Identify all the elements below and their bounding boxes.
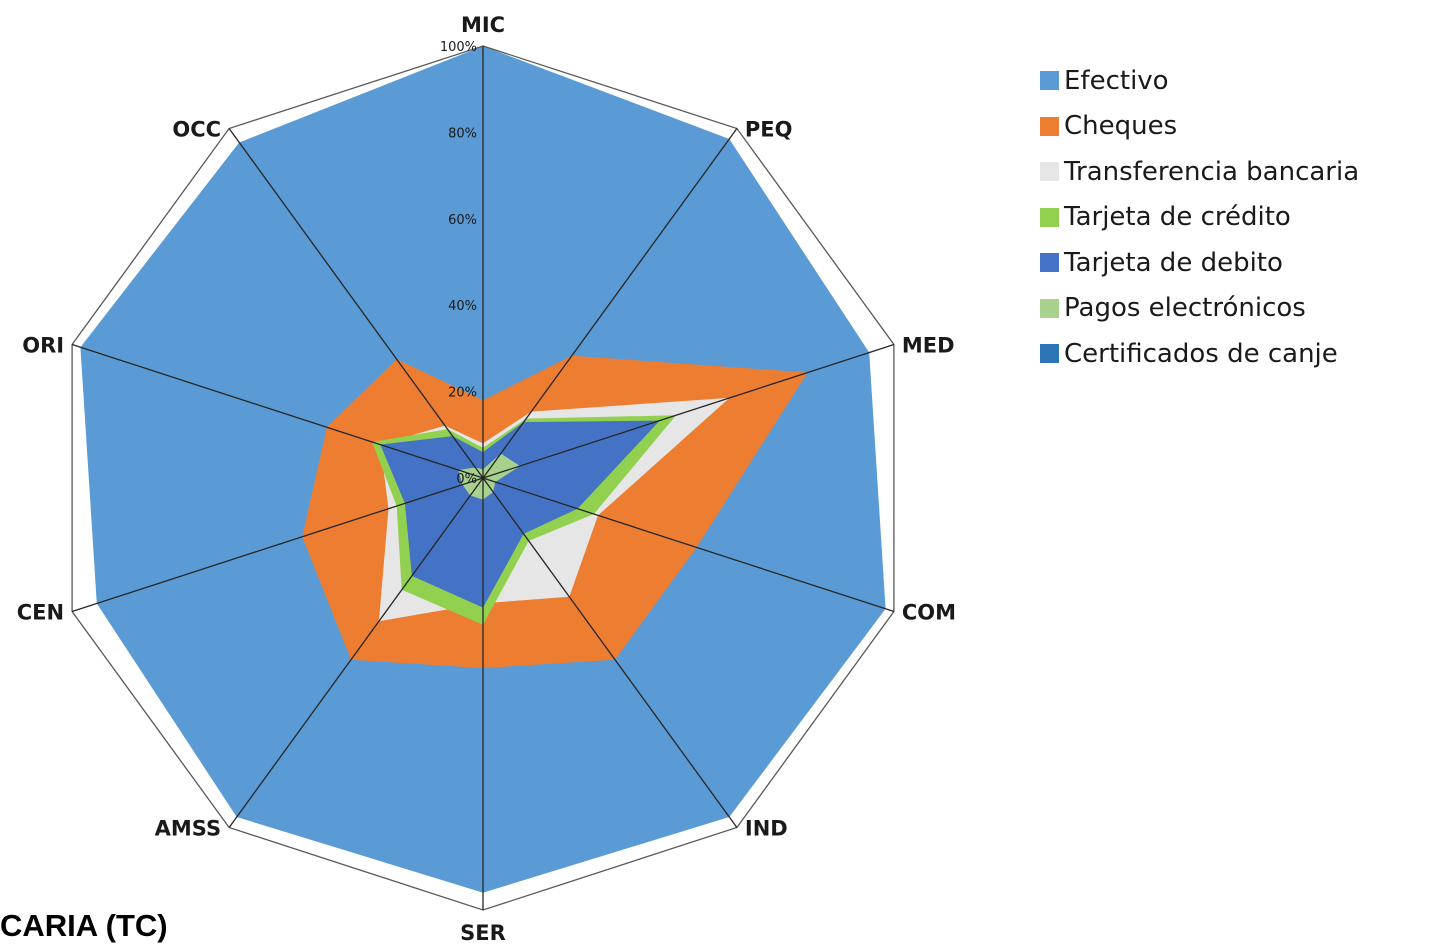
radial-tick-label: 40%: [448, 299, 477, 314]
spoke-ind: [482, 477, 738, 828]
radial-tick-label: 0%: [456, 472, 477, 487]
legend-item-tarjeta-de-debito: Tarjeta de debito: [1040, 240, 1359, 286]
legend-swatch: [1040, 162, 1059, 182]
axis-label-ori: ORI: [22, 334, 64, 358]
spoke-cen: [71, 477, 484, 613]
legend-swatch: [1040, 116, 1059, 136]
axis-label-amss: AMSS: [155, 817, 221, 841]
spoke-com: [482, 477, 895, 613]
axis-label-ind: IND: [745, 817, 788, 841]
axis-label-mic: MIC: [461, 13, 505, 37]
spoke-occ: [228, 128, 484, 479]
axis-label-ser: SER: [460, 921, 506, 945]
legend-label: Certificados de canje: [1064, 338, 1338, 369]
spoke-med: [482, 343, 895, 479]
axis-label-peq: PEQ: [745, 118, 793, 142]
legend-label: Transferencia bancaria: [1064, 156, 1360, 187]
legend-label: Tarjeta de crédito: [1064, 202, 1291, 233]
axis-label-occ: OCC: [172, 118, 221, 142]
radial-tick-labels: 0% 20% 40% 60% 80% 100%: [440, 40, 477, 487]
legend-label: Efectivo: [1064, 65, 1169, 96]
axis-label-cen: CEN: [17, 601, 64, 625]
radial-tick-label: 100%: [440, 40, 477, 55]
legend-swatch: [1040, 207, 1059, 227]
legend-item-pagos-electronicos: Pagos electrónicos: [1040, 286, 1359, 332]
spoke-amss: [228, 477, 484, 828]
legend-item-certificados-de-canje: Certificados de canje: [1040, 331, 1359, 377]
caption-text: CARIA (TC): [0, 908, 168, 943]
legend-swatch: [1040, 253, 1059, 273]
grid-layer: [71, 45, 895, 911]
radial-tick-label: 60%: [448, 213, 477, 228]
legend-label: Pagos electrónicos: [1064, 293, 1306, 324]
legend-swatch: [1040, 298, 1059, 318]
legend-item-transferencia-bancaria: Transferencia bancaria: [1040, 149, 1359, 195]
legend-item-cheques: Cheques: [1040, 104, 1359, 150]
radial-tick-label: 80%: [448, 126, 477, 141]
legend-item-tarjeta-de-credito: Tarjeta de crédito: [1040, 195, 1359, 241]
legend-swatch: [1040, 71, 1059, 91]
radial-tick-label: 20%: [448, 386, 477, 401]
axis-labels: MIC PEQ MED COM IND SER AMSS CEN ORI OCC: [17, 13, 956, 945]
radar-chart: 0% 20% 40% 60% 80% 100% MIC PEQ MED COM IND SER AMS…: [17, 13, 956, 945]
legend-swatch: [1040, 344, 1059, 364]
legend: Efectivo Cheques Transferencia bancaria Tar…: [1040, 58, 1359, 377]
legend-item-efectivo: Efectivo: [1040, 58, 1359, 104]
spoke-ori: [71, 343, 484, 479]
spoke-peq: [482, 128, 738, 479]
axis-label-com: COM: [902, 601, 956, 625]
axis-label-med: MED: [902, 334, 955, 358]
legend-label: Cheques: [1064, 111, 1178, 142]
legend-label: Tarjeta de debito: [1064, 247, 1283, 278]
